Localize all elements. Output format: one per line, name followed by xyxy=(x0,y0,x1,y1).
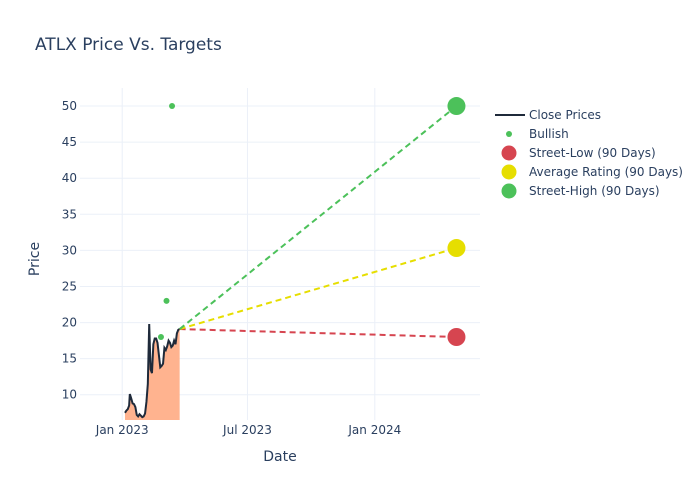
chart-title: ATLX Price Vs. Targets xyxy=(35,35,222,55)
y-tick-labels: 10 15 20 25 30 35 40 45 50 xyxy=(62,99,77,402)
legend-item-street-low-90-days[interactable]: Street-Low (90 Days) xyxy=(501,145,656,161)
legend-item-average-rating-90-days[interactable]: Average Rating (90 Days) xyxy=(501,164,684,180)
y-tick-label: 40 xyxy=(62,171,77,185)
legend[interactable]: Close Prices Bullish Street-Low (90 Days) A… xyxy=(495,108,683,199)
y-tick-label: 35 xyxy=(62,207,77,221)
marker-layer xyxy=(157,97,466,346)
y-tick-label: 15 xyxy=(62,352,77,366)
average-rating-90-days-target-line xyxy=(179,247,457,331)
x-tick-labels: Jan 2023 Jul 2023 Jan 2024 xyxy=(95,423,401,437)
y-tick-label: 45 xyxy=(62,135,77,149)
legend-item-street-high-90-days[interactable]: Street-High (90 Days) xyxy=(501,183,660,199)
y-tick-label: 50 xyxy=(62,99,77,113)
legend-swatch xyxy=(501,145,517,161)
legend-item-bullish[interactable]: Bullish xyxy=(506,127,569,141)
legend-label: Street-High (90 Days) xyxy=(529,184,660,198)
legend-swatch xyxy=(501,183,517,199)
y-tick-label: 20 xyxy=(62,316,77,330)
average-rating-90-days-target-marker xyxy=(447,239,466,258)
street-low-90-days-target-line xyxy=(179,328,457,338)
x-tick-label: Jan 2024 xyxy=(347,423,401,437)
legend-label: Street-Low (90 Days) xyxy=(529,146,656,160)
grid-layer xyxy=(80,88,480,420)
legend-item-close-prices[interactable]: Close Prices xyxy=(495,108,601,122)
x-tick-label: Jul 2023 xyxy=(222,423,272,437)
legend-label: Close Prices xyxy=(529,108,601,122)
legend-label: Bullish xyxy=(529,127,569,141)
y-tick-label: 10 xyxy=(62,388,77,402)
close-price-line xyxy=(124,323,181,419)
y-tick-label: 25 xyxy=(62,279,77,293)
bullish-rating-point xyxy=(157,334,164,340)
bullish-rating-point xyxy=(169,103,176,110)
legend-swatch xyxy=(506,131,512,137)
y-tick-label: 30 xyxy=(62,243,77,257)
street-high-90-days-target-marker xyxy=(447,97,466,116)
x-tick-label: Jan 2023 xyxy=(95,423,149,437)
y-axis-title: Price xyxy=(27,242,43,276)
x-axis-title: Date xyxy=(263,449,296,465)
legend-label: Average Rating (90 Days) xyxy=(529,165,683,179)
street-low-90-days-target-marker xyxy=(447,328,466,346)
legend-swatch xyxy=(501,164,517,180)
line-layer xyxy=(124,105,458,419)
bullish-rating-point xyxy=(163,297,170,304)
